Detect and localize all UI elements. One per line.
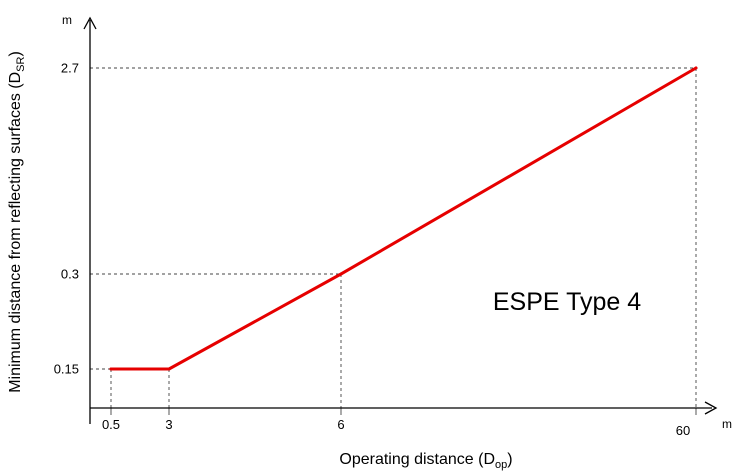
series-point-0-0 bbox=[109, 367, 113, 371]
x-tick-label-0: 0.5 bbox=[102, 417, 120, 432]
x-axis-arrow bbox=[704, 401, 718, 415]
series-point-0-3 bbox=[694, 66, 698, 70]
y-axis-title: Minimum distance from reflecting surface… bbox=[7, 51, 27, 393]
x-axis-title-text: Operating distance (D bbox=[339, 451, 495, 468]
espe-type-annotation: ESPE Type 4 bbox=[493, 288, 641, 316]
series-point-0-2 bbox=[339, 272, 343, 276]
y-tick-label-0: 0.15 bbox=[54, 362, 79, 377]
x-tick-label-3: 60 bbox=[676, 423, 690, 438]
y-axis-title-end: ) bbox=[7, 51, 24, 56]
series-layer bbox=[109, 66, 698, 371]
x-axis-title-subscript: op bbox=[495, 459, 507, 471]
x-axis-title: Operating distance (Dop) bbox=[339, 451, 512, 471]
series-point-0-1 bbox=[167, 367, 171, 371]
y-axis-arrow bbox=[83, 16, 97, 30]
series-line-0 bbox=[109, 66, 698, 371]
x-axis-unit: m bbox=[722, 417, 732, 431]
guide-lines bbox=[90, 67, 697, 415]
y-tick-label-1: 0.3 bbox=[61, 267, 79, 282]
tick-labels: 0.5 3 6 60 0.15 0.3 2.7 bbox=[54, 61, 691, 439]
x-tick-label-1: 3 bbox=[165, 417, 172, 432]
x-axis-title-end: ) bbox=[507, 451, 512, 468]
y-axis-title-text: Minimum distance from reflecting surface… bbox=[7, 72, 24, 393]
y-tick-label-2: 2.7 bbox=[61, 61, 79, 76]
y-axis-unit: m bbox=[62, 13, 72, 27]
y-axis-title-subscript: SR bbox=[15, 56, 27, 71]
x-tick-label-2: 6 bbox=[337, 417, 344, 432]
